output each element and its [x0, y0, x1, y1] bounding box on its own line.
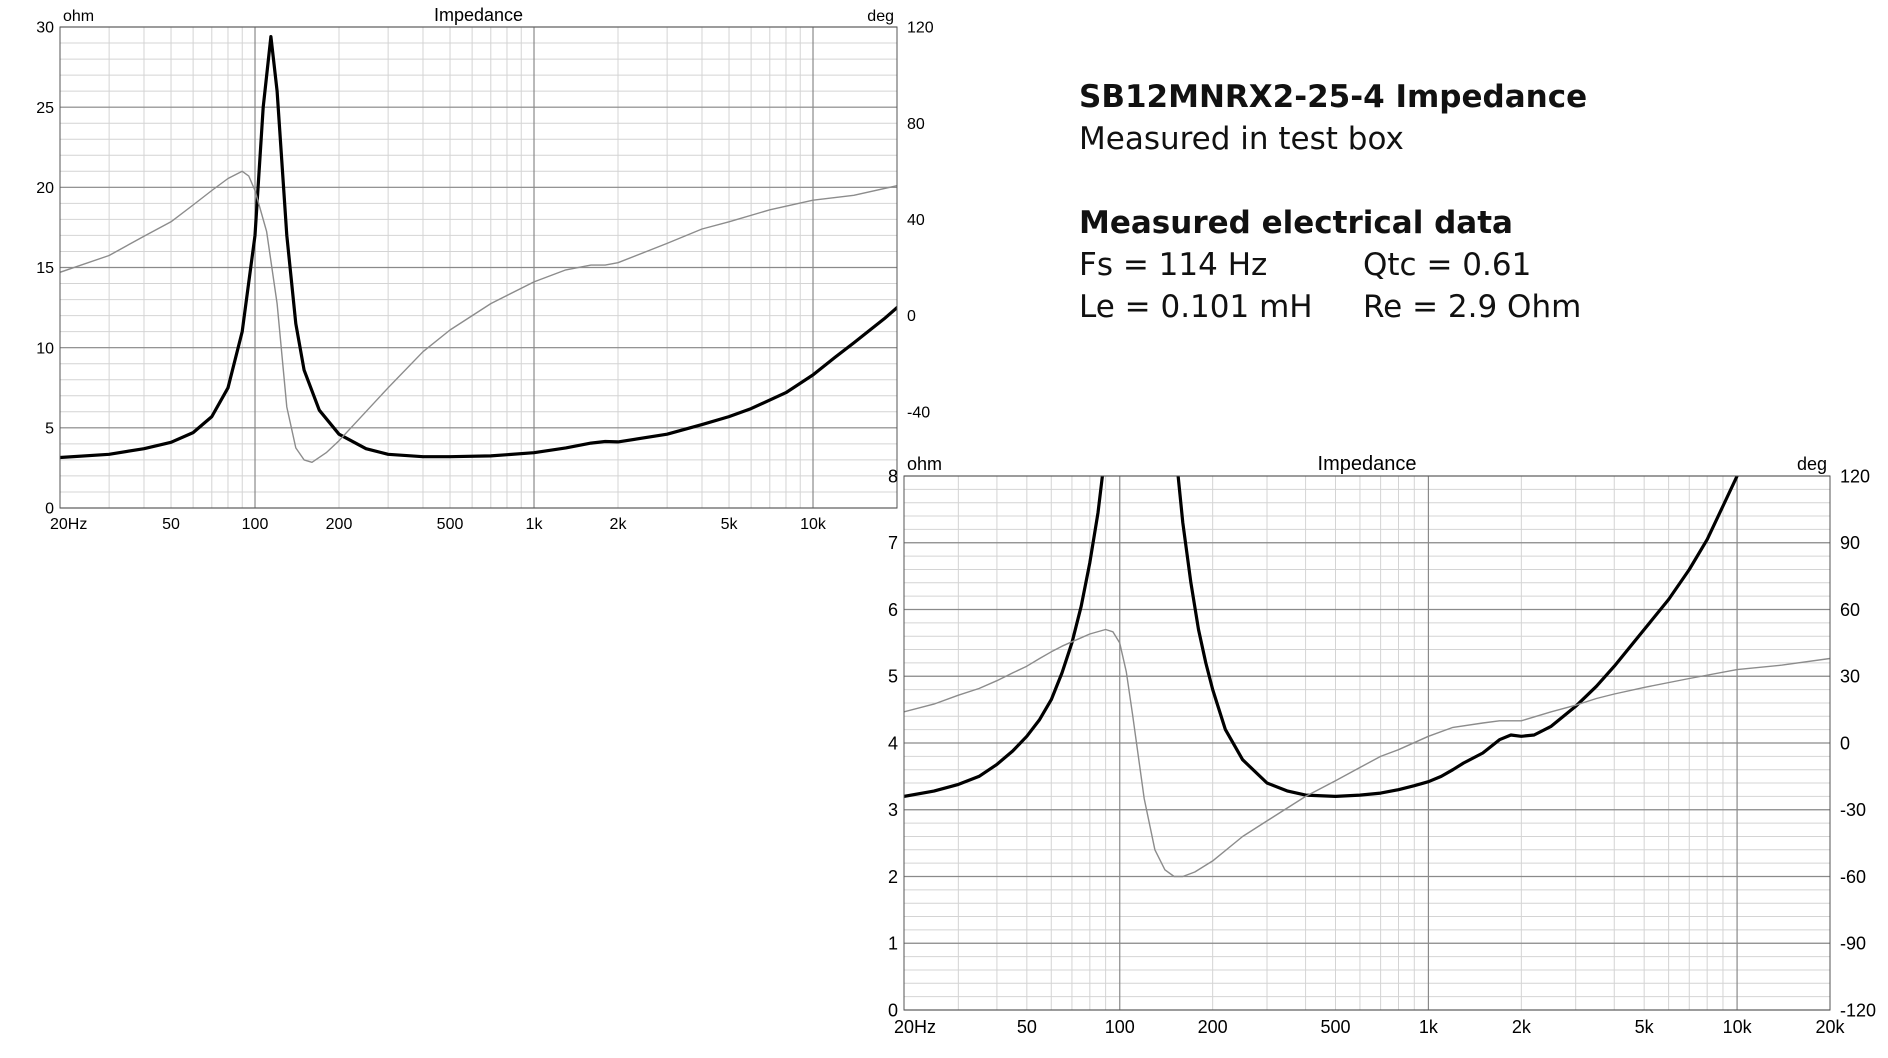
y-left-unit-label: ohm	[907, 454, 942, 474]
y-left-tick-label: 2	[888, 867, 898, 887]
y-left-tick-label: 1	[888, 934, 898, 954]
y-left-tick-label: 7	[888, 533, 898, 553]
y-left-tick-label: 8	[888, 466, 898, 486]
grid	[60, 26, 897, 509]
x-tick-label: 200	[326, 516, 353, 533]
y-left-tick-label: 3	[888, 800, 898, 820]
x-tick-label: 20Hz	[894, 1017, 936, 1037]
x-tick-label: 200	[1198, 1017, 1228, 1037]
info-section-title: Measured electrical data	[1079, 205, 1513, 241]
y-right-tick-label: 120	[1840, 466, 1870, 486]
y-left-tick-label: 4	[888, 733, 898, 753]
re-value: Re = 2.9 Ohm	[1363, 289, 1582, 325]
x-tick-label: 5k	[721, 516, 739, 533]
y-left-tick-label: 30	[36, 20, 54, 37]
info-row-1: Fs = 114 Hz Qtc = 0.61	[1079, 244, 1587, 286]
x-tick-label: 500	[1320, 1017, 1350, 1037]
impedance-chart-full: 051015202530-80-400408012020Hz5010020050…	[36, 5, 934, 533]
x-tick-label: 10k	[800, 516, 827, 533]
y-left-tick-label: 5	[45, 420, 54, 437]
y-right-tick-label: 30	[1840, 667, 1860, 687]
y-right-tick-label: 0	[907, 308, 916, 325]
y-right-tick-label: 40	[907, 212, 925, 229]
y-left-tick-label: 6	[888, 600, 898, 620]
x-tick-label: 100	[1105, 1017, 1135, 1037]
y-right-tick-label: -120	[1840, 1000, 1876, 1020]
y-left-tick-label: 0	[45, 501, 54, 518]
x-tick-label: 1k	[1419, 1017, 1439, 1037]
y-left-tick-label: 5	[888, 667, 898, 687]
x-tick-label: 50	[1017, 1017, 1037, 1037]
y-right-unit-label: deg	[1797, 454, 1827, 474]
y-right-tick-label: -60	[1840, 867, 1866, 887]
plot-frame	[903, 475, 1831, 1011]
x-tick-label: 2k	[1512, 1017, 1532, 1037]
info-subtitle: Measured in test box	[1079, 121, 1404, 157]
grid	[904, 475, 1830, 1011]
y-right-tick-label: -90	[1840, 934, 1866, 954]
y-right-tick-label: 60	[1840, 600, 1860, 620]
y-left-tick-label: 15	[36, 260, 54, 277]
chart-title: Impedance	[434, 5, 523, 25]
y-right-unit-label: deg	[867, 8, 894, 25]
x-tick-label: 50	[162, 516, 180, 533]
y-right-tick-label: -40	[907, 404, 930, 421]
fs-value: Fs = 114 Hz	[1079, 247, 1268, 283]
le-value: Le = 0.101 mH	[1079, 289, 1313, 325]
x-tick-label: 1k	[526, 516, 544, 533]
qtc-value: Qtc = 0.61	[1363, 247, 1532, 283]
chart-title: Impedance	[1318, 453, 1417, 475]
info-title: SB12MNRX2-25-4 Impedance	[1079, 79, 1588, 115]
x-tick-label: 20Hz	[50, 516, 87, 533]
x-tick-label: 100	[242, 516, 269, 533]
info-panel: SB12MNRX2-25-4 Impedance Measured in tes…	[1079, 76, 1587, 328]
y-right-tick-label: -30	[1840, 800, 1866, 820]
x-tick-label: 20k	[1815, 1017, 1845, 1037]
x-tick-label: 10k	[1723, 1017, 1753, 1037]
impedance-curve	[60, 34, 897, 460]
info-row-2: Le = 0.101 mH Re = 2.9 Ohm	[1079, 286, 1587, 328]
y-right-tick-label: 0	[1840, 733, 1850, 753]
impedance-curve	[904, 476, 1739, 799]
phase-curve	[60, 170, 897, 463]
y-left-tick-label: 25	[36, 100, 54, 117]
x-tick-label: 500	[437, 516, 464, 533]
y-left-unit-label: ohm	[63, 8, 94, 25]
plot-frame	[59, 26, 898, 509]
y-right-tick-label: 120	[907, 20, 934, 37]
x-tick-label: 2k	[610, 516, 628, 533]
y-left-tick-label: 0	[888, 1000, 898, 1020]
y-right-tick-label: 80	[907, 116, 925, 133]
x-tick-label: 5k	[1635, 1017, 1655, 1037]
y-right-tick-label: 90	[1840, 533, 1860, 553]
y-left-tick-label: 10	[36, 340, 54, 357]
y-left-tick-label: 20	[36, 180, 54, 197]
phase-curve	[904, 628, 1830, 878]
